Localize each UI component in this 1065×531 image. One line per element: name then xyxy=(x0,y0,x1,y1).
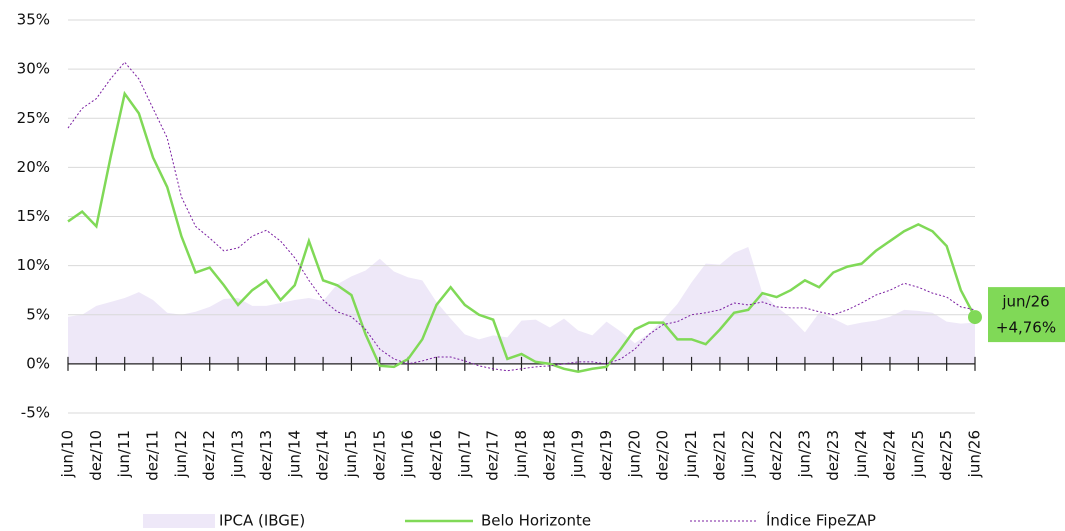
line xyxy=(67,61,976,372)
x-tick-label: jun/12 xyxy=(172,430,190,478)
end-label-value: +4,76% xyxy=(996,319,1056,337)
x-tick-label: jun/18 xyxy=(512,430,530,478)
x-tick-label: jun/14 xyxy=(285,430,303,478)
x-tick-label: jun/22 xyxy=(739,430,757,478)
x-tick-label: jun/17 xyxy=(455,430,473,478)
y-tick-label: 0% xyxy=(26,354,50,372)
x-tick-label: jun/15 xyxy=(342,430,360,478)
legend-label: Índice FipeZAP xyxy=(766,511,876,530)
x-tick-label: jun/24 xyxy=(852,430,870,478)
x-tick-label: dez/21 xyxy=(710,430,728,481)
x-tick-label: jun/10 xyxy=(59,430,77,478)
x-tick-label: dez/15 xyxy=(370,430,388,481)
x-tick-label: jun/23 xyxy=(795,430,813,478)
end-label-category: jun/26 xyxy=(1001,293,1049,311)
x-tick-label: dez/24 xyxy=(880,430,898,481)
y-tick-label: 35% xyxy=(17,11,50,29)
x-tick-label: dez/17 xyxy=(484,430,502,481)
x-tick-label: dez/18 xyxy=(540,430,558,481)
y-tick-label: 25% xyxy=(17,109,50,127)
x-tick-label: dez/10 xyxy=(87,430,105,481)
x-tick-label: dez/12 xyxy=(200,430,218,481)
legend-label: Belo Horizonte xyxy=(481,512,591,530)
x-tick-label: jun/26 xyxy=(966,430,984,478)
x-tick-label: dez/14 xyxy=(314,430,332,481)
x-tick-label: dez/11 xyxy=(144,430,162,481)
x-tick-label: jun/16 xyxy=(399,430,417,478)
x-tick-label: jun/13 xyxy=(229,430,247,478)
y-tick-label: 30% xyxy=(17,60,50,78)
y-tick-label: -5% xyxy=(21,404,50,422)
y-tick-label: 15% xyxy=(17,207,50,225)
x-tick-label: jun/20 xyxy=(625,430,643,478)
end-marker xyxy=(968,310,982,325)
y-tick-label: 5% xyxy=(26,305,50,323)
x-tick-label: jun/21 xyxy=(682,430,700,478)
x-tick-label: dez/16 xyxy=(427,430,445,481)
y-tick-label: 20% xyxy=(17,158,50,176)
line xyxy=(67,90,977,374)
x-tick-label: jun/25 xyxy=(909,430,927,478)
x-tick-label: dez/22 xyxy=(767,430,785,481)
area xyxy=(68,246,975,364)
x-tick-label: dez/20 xyxy=(654,430,672,481)
x-tick-label: jun/11 xyxy=(115,430,133,478)
legend-swatch xyxy=(143,514,215,528)
x-tick-label: dez/13 xyxy=(257,430,275,481)
y-tick-label: 10% xyxy=(17,256,50,274)
x-tick-label: dez/19 xyxy=(597,430,615,481)
legend-label: IPCA (IBGE) xyxy=(219,512,305,530)
end-label-box xyxy=(988,287,1065,343)
x-tick-label: dez/23 xyxy=(824,430,842,481)
x-tick-label: dez/25 xyxy=(937,430,955,481)
x-tick-label: jun/19 xyxy=(569,430,587,478)
